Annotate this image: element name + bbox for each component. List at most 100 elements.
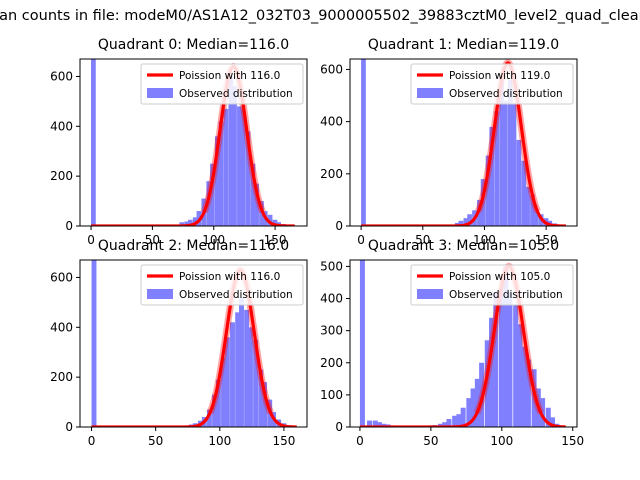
histogram-bar xyxy=(187,219,193,226)
histogram-bar xyxy=(372,420,378,427)
legend-box xyxy=(410,63,574,105)
histogram-bar xyxy=(359,260,365,427)
y-tick-label: 600 xyxy=(320,62,343,76)
legend: Poission with 116.0 Observed distribution xyxy=(140,63,304,105)
axes-frame xyxy=(349,58,578,227)
histogram-bar xyxy=(244,309,250,427)
y-tick-label: 0 xyxy=(335,420,343,434)
histogram-bar xyxy=(507,79,513,226)
y-tick-label: 400 xyxy=(320,115,343,129)
histogram-bar xyxy=(210,163,215,226)
legend-bar-swatch xyxy=(417,289,443,299)
histogram-bar xyxy=(521,346,527,427)
histogram-bar xyxy=(474,378,480,427)
legend-entry-observed: Observed distribution xyxy=(449,289,563,301)
legend-box xyxy=(140,63,304,105)
histogram-bar xyxy=(253,339,259,427)
legend-entry-poisson: Poission with 119.0 xyxy=(449,70,550,82)
histogram-bar xyxy=(237,106,242,226)
histogram-bar xyxy=(381,423,387,427)
histogram-bar xyxy=(540,398,546,427)
histogram-bar xyxy=(499,74,505,226)
x-tick-label: 150 xyxy=(561,434,584,448)
histogram-bar xyxy=(230,322,235,427)
histogram-bar xyxy=(498,288,504,427)
x-tick-label: 50 xyxy=(423,434,438,448)
histogram-bar xyxy=(452,415,458,427)
histogram-bar xyxy=(467,214,472,226)
legend-entry-observed: Observed distribution xyxy=(179,88,293,100)
figure-suptitle: Median counts in file: modeM0/AS1A12_032… xyxy=(0,8,640,24)
legend-entry-observed: Observed distribution xyxy=(179,289,293,301)
histogram-bar xyxy=(254,183,259,226)
histogram-bar xyxy=(206,409,212,427)
legend-entry-poisson: Poission with 116.0 xyxy=(179,70,280,82)
histogram-bar xyxy=(503,266,509,427)
histogram-bar xyxy=(530,194,535,226)
legend-bar-swatch xyxy=(147,289,173,299)
y-tick-label: 400 xyxy=(50,320,73,334)
histogram-bar xyxy=(250,163,256,226)
histogram-bar xyxy=(489,126,495,226)
histogram-bar xyxy=(240,108,246,226)
histogram-bar xyxy=(91,260,97,427)
legend-entry-poisson: Poission with 116.0 xyxy=(179,271,280,283)
histogram-bar xyxy=(513,304,519,427)
histogram-bar xyxy=(507,292,513,427)
y-tick-label: 200 xyxy=(320,167,343,181)
axes-frame xyxy=(79,58,308,227)
x-tick-label: 100 xyxy=(202,233,225,247)
histogram-bar xyxy=(511,103,517,226)
y-tick-label: 0 xyxy=(65,219,73,233)
legend-box xyxy=(410,264,574,306)
histogram-bar xyxy=(442,422,448,427)
histogram-bar xyxy=(477,199,482,226)
x-tick-label: 100 xyxy=(208,434,231,448)
histogram-bar xyxy=(517,324,523,427)
histogram-bar xyxy=(376,422,382,427)
legend: Poission with 105.0 Observed distribution xyxy=(410,264,574,306)
x-tick-label: 0 xyxy=(88,434,96,448)
histogram-bar xyxy=(224,337,230,427)
y-tick-label: 200 xyxy=(50,169,73,183)
legend-entry-observed: Observed distribution xyxy=(449,88,563,100)
histogram-bar xyxy=(367,420,373,427)
histogram-bar xyxy=(259,201,264,226)
y-tick-label: 500 xyxy=(320,259,343,273)
histogram-bar xyxy=(525,186,530,226)
poisson-curve xyxy=(359,264,567,427)
poisson-curve xyxy=(90,268,298,427)
x-tick-label: 50 xyxy=(145,233,160,247)
histogram-bar xyxy=(533,210,539,226)
y-tick-label: 200 xyxy=(50,370,73,384)
plot-area xyxy=(360,59,567,226)
x-tick-label: 150 xyxy=(264,233,287,247)
histogram-bar xyxy=(232,86,237,226)
histogram-bar xyxy=(248,327,253,427)
histogram-bar xyxy=(361,59,366,226)
y-tick-label: 400 xyxy=(50,119,73,133)
y-tick-label: 600 xyxy=(50,270,73,284)
histogram-bar xyxy=(470,388,476,427)
histogram-bar xyxy=(214,136,220,226)
poisson-curve-halo xyxy=(475,59,541,213)
quadrant-panel-2: 0 50 100 150 0 200 400 600 Quadrant 2: Median=11… xyxy=(50,238,308,448)
legend-bar-swatch xyxy=(417,88,443,98)
histogram-bar xyxy=(493,292,499,427)
x-tick-label: 0 xyxy=(356,434,364,448)
panel-title: Quadrant 2: Median=116.0 xyxy=(98,238,289,254)
histogram-bar xyxy=(485,155,491,226)
histogram-bar xyxy=(437,423,443,427)
histogram-bar xyxy=(456,414,462,427)
x-tick-label: 150 xyxy=(535,233,558,247)
legend: Poission with 116.0 Observed distribution xyxy=(140,264,304,306)
x-tick-label: 50 xyxy=(415,233,430,247)
y-tick-label: 600 xyxy=(50,69,73,83)
histogram-bar xyxy=(179,222,185,226)
histogram-bar xyxy=(484,340,490,427)
histogram-bar xyxy=(212,394,218,427)
axes-frame xyxy=(79,259,308,428)
histogram-bar xyxy=(525,359,531,427)
histogram-bar xyxy=(446,418,452,427)
x-tick-label: 100 xyxy=(473,233,496,247)
